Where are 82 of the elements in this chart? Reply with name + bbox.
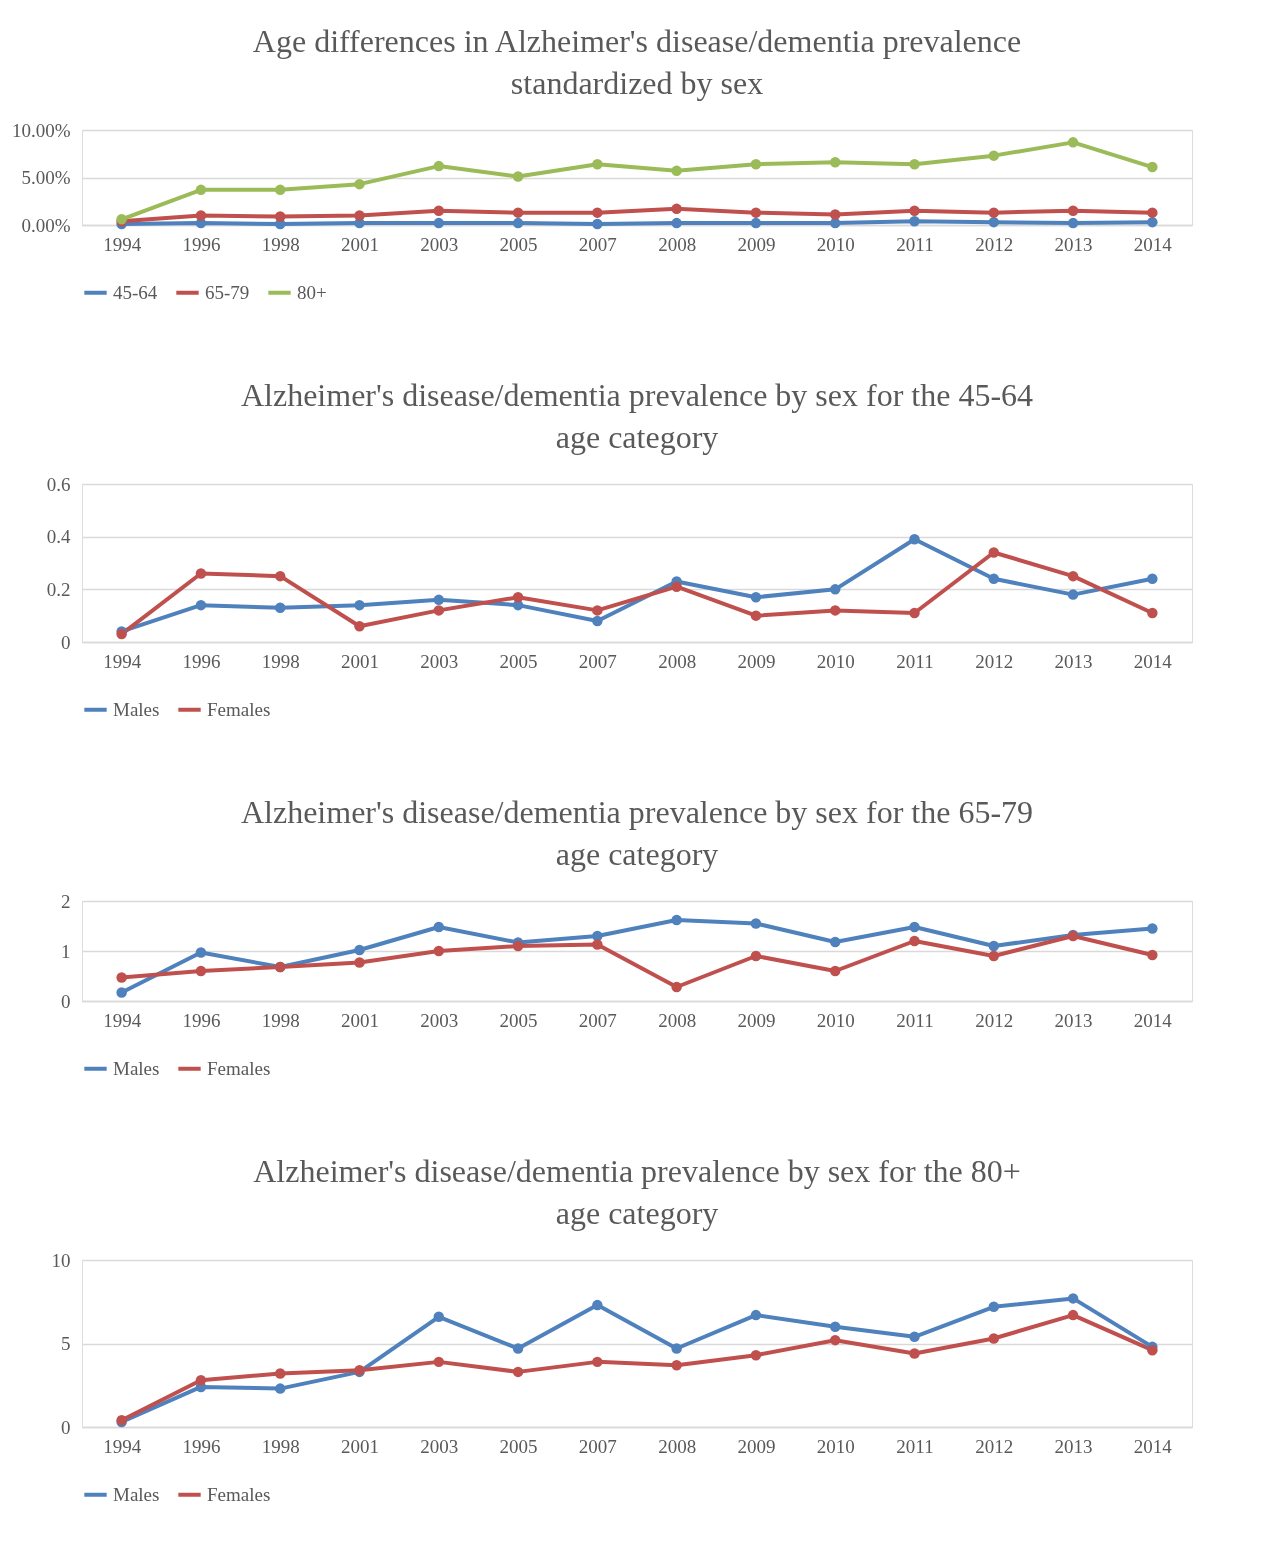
legend-label: 45-64 [113, 281, 158, 303]
x-tick-label: 2009 [737, 1435, 776, 1457]
x-tick-label: 2013 [1054, 1435, 1093, 1457]
x-tick-label: 2005 [499, 1009, 538, 1031]
x-tick-label: 2011 [896, 1435, 934, 1457]
x-tick-label: 2001 [341, 650, 379, 672]
x-tick-label: 2011 [896, 650, 934, 672]
chart-title: Alzheimer's disease/dementia prevalence by sex for the 80+ age category [253, 1153, 1021, 1231]
x-tick-label: 1998 [261, 1009, 300, 1031]
x-tick-label: 2003 [420, 1435, 459, 1457]
y-tick-label: 0.6 [46, 473, 71, 495]
legend-label: Females [207, 1483, 271, 1505]
chart-title: Alzheimer's disease/dementia prevalence by sex for the 65-79 age category [240, 794, 1034, 872]
x-tick-label: 1996 [182, 233, 221, 255]
x-tick-label: 2013 [1054, 233, 1093, 255]
chart-title: Age differences in Alzheimer's disease/dementia prevalence standardized by sex [252, 23, 1022, 101]
y-tick-label: 0 [61, 631, 71, 653]
x-tick-label: 2010 [816, 1435, 855, 1457]
y-tick-label: 10.00% [11, 119, 71, 141]
x-tick-label: 2007 [578, 650, 617, 672]
legend-label: 65-79 [205, 281, 250, 303]
x-tick-label: 2010 [816, 233, 855, 255]
x-tick-label: 2008 [658, 233, 697, 255]
x-tick-label: 2011 [896, 1009, 934, 1031]
x-tick-label: 1994 [103, 1009, 142, 1031]
y-tick-label: 0.4 [46, 526, 71, 548]
x-tick-label: 2007 [578, 233, 617, 255]
x-tick-label: 2011 [896, 233, 934, 255]
x-tick-label: 2001 [341, 1435, 379, 1457]
x-tick-label: 2005 [499, 233, 538, 255]
x-tick-label: 1996 [182, 1009, 221, 1031]
x-tick-label: 2014 [1133, 1435, 1173, 1457]
y-tick-label: 1 [61, 940, 71, 962]
y-tick-label: 0.00% [21, 214, 71, 236]
x-tick-label: 2010 [816, 650, 855, 672]
x-tick-label: 1998 [261, 233, 300, 255]
x-tick-label: 2014 [1133, 1009, 1173, 1031]
x-tick-label: 2014 [1133, 233, 1173, 255]
x-tick-label: 2003 [420, 233, 459, 255]
x-tick-label: 2012 [975, 650, 1014, 672]
y-tick-label: 0.2 [46, 578, 71, 600]
x-tick-label: 2013 [1054, 1009, 1093, 1031]
x-tick-label: 1994 [103, 233, 142, 255]
x-tick-label: 2001 [341, 233, 379, 255]
x-tick-label: 2003 [420, 1009, 459, 1031]
x-tick-label: 2012 [975, 1435, 1014, 1457]
x-tick-label: 1994 [103, 650, 142, 672]
x-tick-label: 2008 [658, 1009, 697, 1031]
x-tick-label: 2003 [420, 650, 459, 672]
x-tick-label: 1998 [261, 1435, 300, 1457]
x-tick-label: 2012 [975, 233, 1014, 255]
x-tick-label: 1996 [182, 650, 221, 672]
x-tick-label: 2014 [1133, 650, 1173, 672]
x-tick-label: 2010 [816, 1009, 855, 1031]
x-tick-label: 2005 [499, 1435, 538, 1457]
x-tick-label: 2008 [658, 650, 697, 672]
chart-title: Alzheimer's disease/dementia prevalence by sex for the 45-64 age category [240, 377, 1034, 455]
x-tick-label: 1996 [182, 1435, 221, 1457]
x-tick-label: 2005 [499, 650, 538, 672]
legend-label: Males [113, 1057, 160, 1079]
x-tick-label: 2001 [341, 1009, 379, 1031]
y-tick-label: 10 [51, 1249, 71, 1271]
y-tick-label: 2 [61, 890, 71, 912]
x-tick-label: 2009 [737, 1009, 776, 1031]
x-tick-label: 2012 [975, 1009, 1014, 1031]
legend-label: Males [113, 1483, 160, 1505]
x-tick-label: 2013 [1054, 650, 1093, 672]
legend-label: 80+ [297, 281, 327, 303]
x-tick-label: 2009 [737, 233, 776, 255]
legend-label: Females [207, 698, 271, 720]
legend-label: Males [113, 698, 160, 720]
y-tick-label: 5.00% [21, 167, 71, 188]
x-tick-label: 1994 [103, 1435, 142, 1457]
y-tick-label: 0 [61, 990, 71, 1012]
y-tick-label: 0 [61, 1416, 71, 1438]
y-tick-label: 5 [61, 1333, 71, 1354]
x-tick-label: 2007 [578, 1009, 617, 1031]
x-tick-label: 1998 [261, 650, 300, 672]
x-tick-label: 2007 [578, 1435, 617, 1457]
x-tick-label: 2008 [658, 1435, 697, 1457]
x-tick-label: 2009 [737, 650, 776, 672]
legend-label: Females [207, 1057, 271, 1079]
